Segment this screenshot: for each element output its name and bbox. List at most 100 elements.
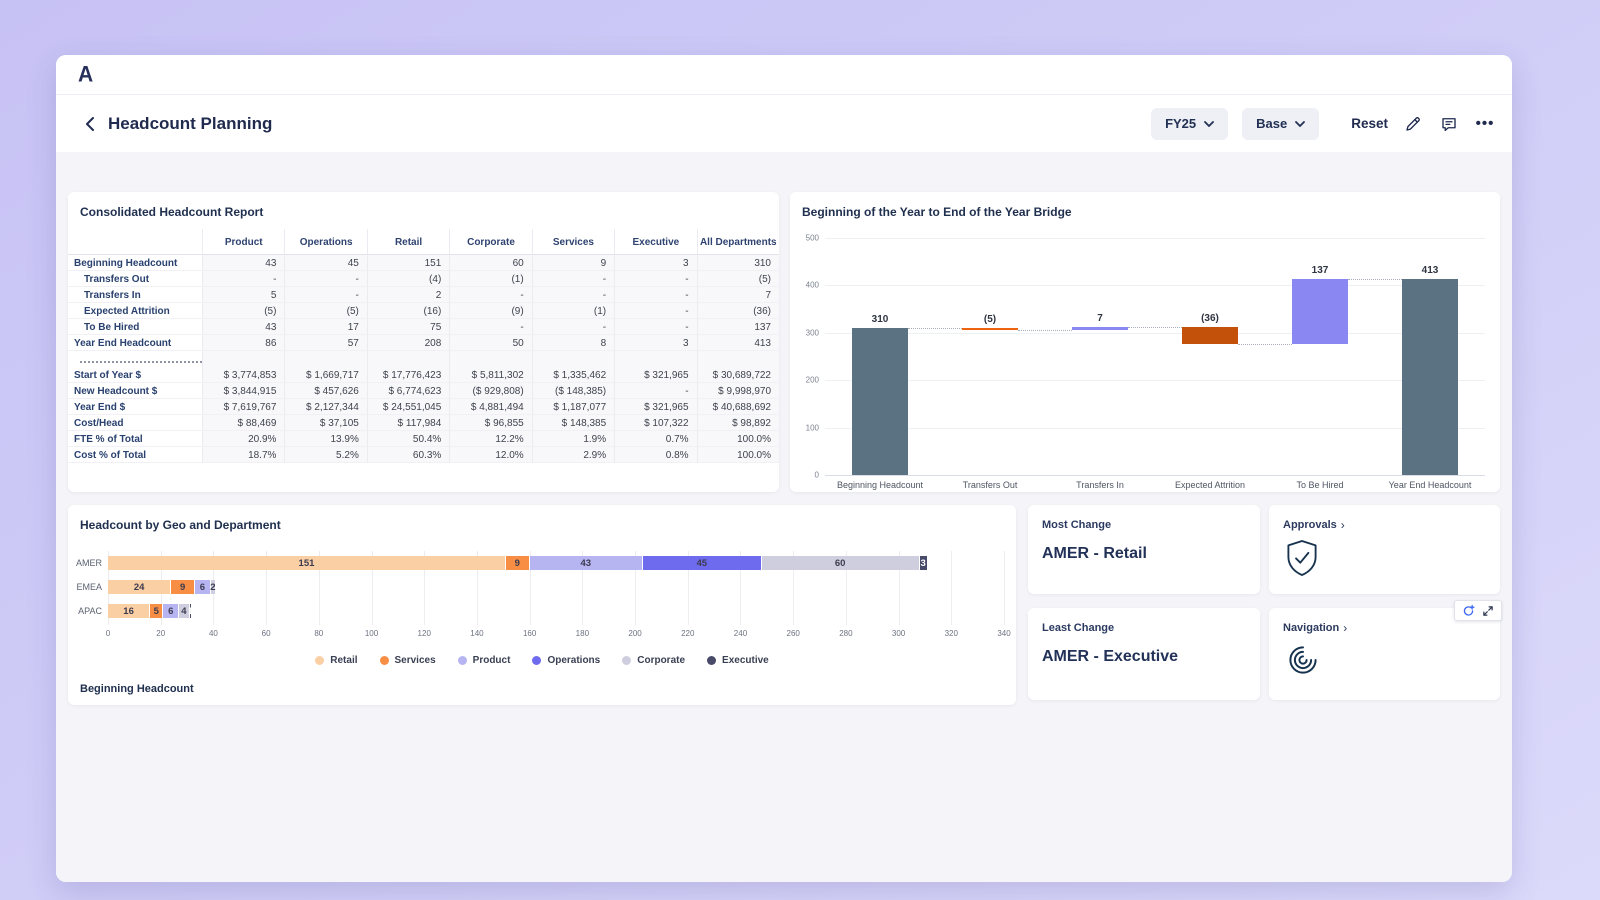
version-selector[interactable]: Base (1242, 107, 1320, 140)
table-cell[interactable]: - (614, 319, 697, 335)
waterfall-bar-transfers-in[interactable] (1072, 327, 1128, 331)
waterfall-bar-beginning-headcount[interactable] (852, 328, 908, 475)
segment-corporate[interactable]: 4 (179, 604, 189, 618)
segment-services[interactable]: 5 (150, 604, 163, 618)
legend-item-executive[interactable]: Executive (707, 655, 769, 666)
table-cell[interactable]: 12.0% (449, 447, 532, 463)
table-cell[interactable]: 13.9% (284, 431, 367, 447)
table-cell[interactable]: 12.2% (449, 431, 532, 447)
navigation-card[interactable]: Navigation › (1269, 608, 1500, 700)
segment-operations[interactable]: 45 (642, 556, 761, 570)
table-cell[interactable]: - (202, 271, 285, 287)
sync-add-icon[interactable] (1461, 604, 1475, 618)
back-icon[interactable] (80, 115, 98, 133)
table-cell[interactable]: 20.9% (202, 431, 285, 447)
navigation-link[interactable]: Navigation › (1269, 608, 1500, 634)
table-cell[interactable]: 50.4% (366, 431, 450, 447)
segment-corporate[interactable]: 2 (210, 580, 216, 594)
approvals-link[interactable]: Approvals › (1269, 505, 1500, 531)
table-cell[interactable]: 0.7% (614, 431, 697, 447)
table-cell[interactable]: (5) (202, 303, 285, 319)
segment-retail[interactable]: 16 (108, 604, 150, 618)
segment-product[interactable]: 43 (529, 556, 642, 570)
table-cell[interactable]: 100.0% (696, 431, 779, 447)
table-cell[interactable]: (1) (449, 271, 532, 287)
table-cell[interactable]: - (284, 287, 367, 303)
table-cell[interactable]: $ 6,774,623 (366, 383, 450, 399)
table-cell[interactable]: (36) (696, 303, 779, 319)
table-cell[interactable]: $ 3,844,915 (202, 383, 285, 399)
table-cell[interactable]: $ 24,551,045 (366, 399, 450, 415)
segment-product[interactable]: 6 (194, 580, 210, 594)
table-cell[interactable]: (1) (531, 303, 615, 319)
table-cell[interactable]: $ 321,965 (614, 367, 697, 383)
waterfall-bar-transfers-out[interactable] (962, 328, 1018, 331)
table-cell[interactable]: 1.9% (531, 431, 615, 447)
segment-executive[interactable]: 3 (919, 556, 927, 570)
table-cell[interactable]: 50 (449, 335, 532, 351)
table-cell[interactable]: 18.7% (202, 447, 285, 463)
table-cell[interactable]: (16) (366, 303, 450, 319)
table-cell[interactable]: 57 (284, 335, 367, 351)
table-cell[interactable]: 3 (614, 335, 697, 351)
approvals-card[interactable]: Approvals › (1269, 505, 1500, 594)
table-cell[interactable]: - (614, 383, 697, 399)
table-cell[interactable]: 75 (366, 319, 450, 335)
table-cell[interactable]: 17 (284, 319, 367, 335)
table-cell[interactable]: $ 37,105 (284, 415, 367, 431)
legend-item-product[interactable]: Product (457, 655, 510, 666)
table-cell[interactable]: 5 (202, 287, 285, 303)
app-logo-icon[interactable]: A (78, 61, 93, 87)
table-cell[interactable]: $ 96,855 (449, 415, 532, 431)
table-cell[interactable]: $ 98,892 (696, 415, 779, 431)
table-cell[interactable]: $ 7,619,767 (202, 399, 285, 415)
comment-icon[interactable] (1438, 113, 1460, 135)
segment-retail[interactable]: 24 (108, 580, 171, 594)
table-cell[interactable]: $ 3,774,853 (202, 367, 285, 383)
table-cell[interactable]: 100.0% (696, 447, 779, 463)
table-cell[interactable]: - (614, 271, 697, 287)
table-cell[interactable]: $ 2,127,344 (284, 399, 367, 415)
legend-item-operations[interactable]: Operations (532, 655, 600, 666)
table-cell[interactable]: ($ 148,385) (531, 383, 615, 399)
legend-item-services[interactable]: Services (379, 655, 436, 666)
table-cell[interactable]: $ 5,811,302 (449, 367, 532, 383)
table-cell[interactable]: 8 (531, 335, 615, 351)
table-cell[interactable]: $ 88,469 (202, 415, 285, 431)
table-cell[interactable]: $ 9,998,970 (696, 383, 779, 399)
table-cell[interactable]: 413 (696, 335, 779, 351)
table-cell[interactable] (531, 351, 615, 367)
table-cell[interactable]: $ 4,881,494 (449, 399, 532, 415)
table-cell[interactable]: 45 (284, 255, 367, 271)
table-cell[interactable]: - (531, 319, 615, 335)
table-cell[interactable]: 208 (366, 335, 450, 351)
segment-services[interactable]: 9 (505, 556, 529, 570)
table-cell[interactable]: 7 (696, 287, 779, 303)
table-cell[interactable]: 43 (202, 319, 285, 335)
table-cell[interactable] (614, 351, 697, 367)
table-cell[interactable]: - (449, 319, 532, 335)
table-cell[interactable]: $ 148,385 (531, 415, 615, 431)
table-cell[interactable]: $ 107,322 (614, 415, 697, 431)
table-cell[interactable] (202, 351, 285, 367)
reset-button[interactable]: Reset (1351, 116, 1388, 131)
table-cell[interactable]: - (531, 287, 615, 303)
table-cell[interactable]: - (614, 287, 697, 303)
legend-item-retail[interactable]: Retail (315, 655, 358, 666)
table-cell[interactable]: 5.2% (284, 447, 367, 463)
expand-icon[interactable] (1481, 604, 1495, 618)
table-cell[interactable]: 2 (366, 287, 450, 303)
table-cell[interactable]: $ 117,984 (366, 415, 450, 431)
table-cell[interactable]: - (449, 287, 532, 303)
table-cell[interactable]: $ 17,776,423 (366, 367, 450, 383)
table-cell[interactable]: (5) (284, 303, 367, 319)
segment-product[interactable]: 6 (163, 604, 179, 618)
table-cell[interactable]: (5) (696, 271, 779, 287)
more-options-icon[interactable]: ••• (1475, 115, 1495, 132)
waterfall-bar-to-be-hired[interactable] (1292, 279, 1348, 345)
table-cell[interactable]: $ 30,689,722 (696, 367, 779, 383)
segment-services[interactable]: 9 (171, 580, 194, 594)
table-cell[interactable]: (9) (449, 303, 532, 319)
table-cell[interactable]: $ 1,335,462 (531, 367, 615, 383)
table-cell[interactable]: 0.8% (614, 447, 697, 463)
